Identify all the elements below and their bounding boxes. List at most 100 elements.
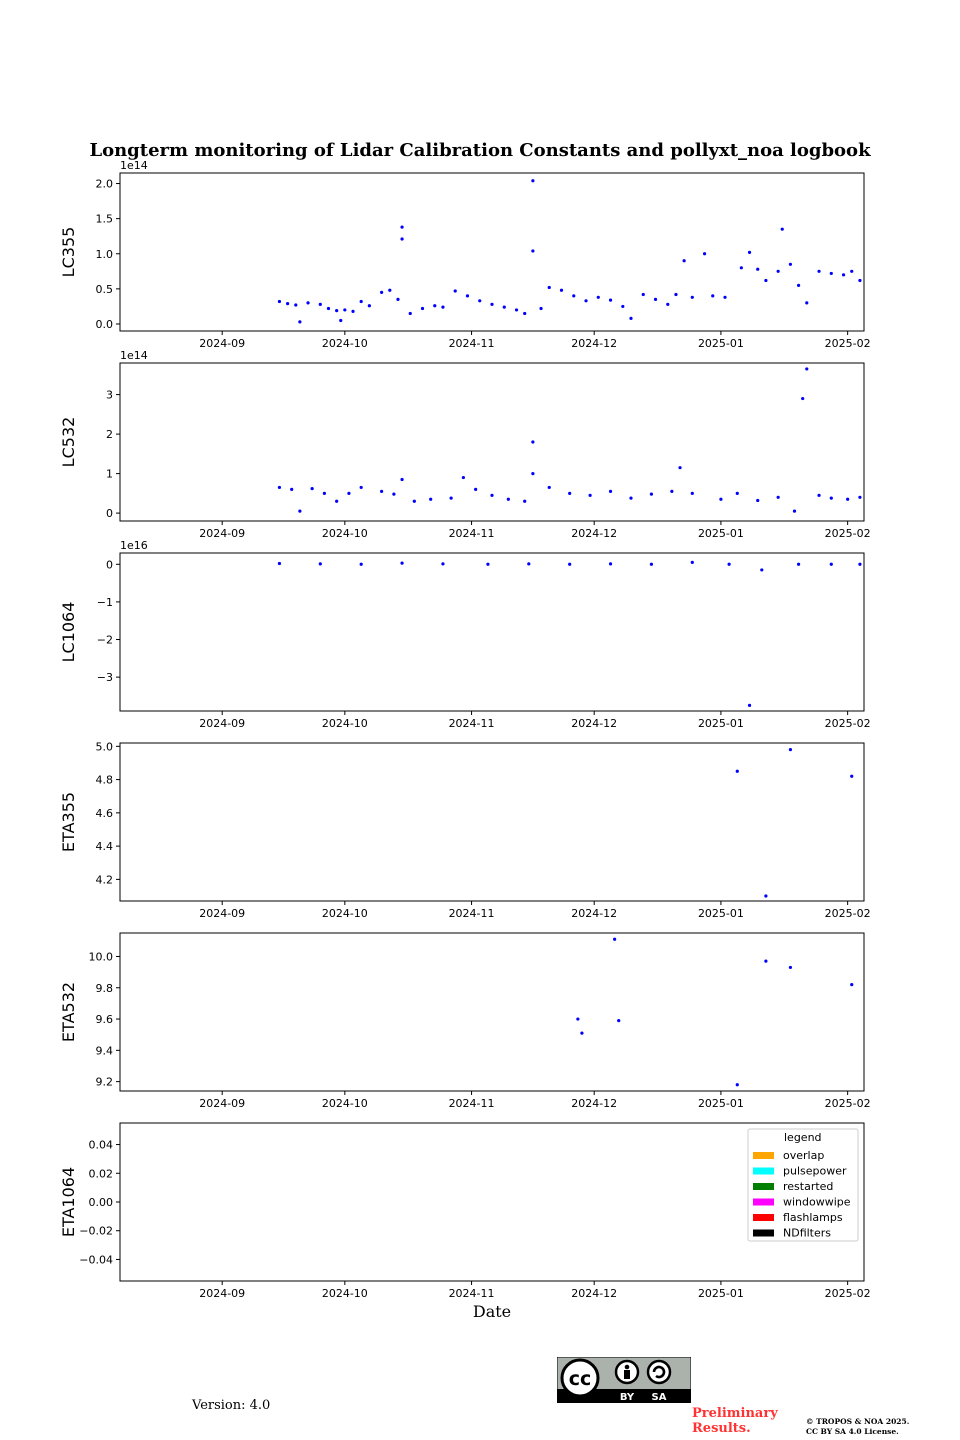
data-point [817, 269, 821, 273]
legend-label-pulsepower: pulsepower [783, 1165, 847, 1178]
x-tick-label: 2024-09 [199, 717, 245, 730]
data-point [277, 561, 282, 566]
data-point [335, 309, 339, 313]
x-tick-label: 2024-09 [199, 337, 245, 350]
y-tick-label: 3 [106, 389, 113, 402]
data-point [298, 509, 302, 513]
data-point [596, 295, 600, 299]
data-point [359, 562, 363, 566]
data-point [400, 477, 404, 482]
axis-offset-text: 1e16 [120, 539, 148, 552]
data-point [351, 309, 355, 313]
data-point [531, 249, 535, 253]
data-point [290, 487, 294, 491]
copyright-line-2: CC BY SA 4.0 License. [806, 1427, 899, 1436]
data-point [286, 302, 290, 306]
data-point [756, 498, 760, 503]
data-point [408, 311, 412, 316]
data-point [801, 396, 805, 401]
data-point [396, 297, 400, 301]
data-point [776, 495, 780, 499]
x-tick-label: 2024-09 [199, 527, 245, 540]
data-point [829, 271, 833, 276]
data-point [576, 1017, 580, 1021]
legend-label-flashlamps: flashlamps [783, 1211, 843, 1224]
axes-frame-3 [119, 742, 865, 902]
x-tick-label: 2024-11 [449, 1097, 495, 1110]
data-point [841, 273, 846, 277]
cc-symbol: cc [569, 1368, 592, 1390]
data-point [502, 305, 506, 309]
data-point [788, 965, 793, 970]
data-point [367, 304, 371, 308]
data-point [306, 301, 310, 305]
axes-frame-0 [119, 172, 865, 332]
y-tick-label: 4.2 [96, 873, 114, 886]
data-point [850, 983, 854, 987]
data-point [756, 267, 760, 271]
legend-swatch-pulsepower [753, 1167, 774, 1175]
y-axis-label: LC1064 [59, 602, 78, 663]
y-tick-label: −0.04 [79, 1253, 113, 1266]
copyright-line-1: © TROPOS & NOA 2025. [806, 1417, 910, 1426]
data-point [629, 316, 633, 320]
data-point [608, 562, 613, 566]
data-point [641, 292, 645, 297]
y-tick-label: 9.2 [96, 1076, 114, 1089]
x-tick-label: 2024-12 [571, 1097, 617, 1110]
data-point [339, 318, 343, 323]
data-point [850, 269, 854, 273]
data-point [617, 1019, 621, 1023]
data-point [649, 492, 654, 496]
data-point [380, 489, 384, 493]
y-tick-label: 0 [106, 558, 113, 571]
axes-frame-2 [119, 552, 865, 712]
data-point [858, 495, 862, 499]
legend-label-NDfilters: NDfilters [783, 1227, 831, 1240]
x-tick-label: 2024-11 [449, 907, 495, 920]
axis-offset-text: 1e14 [120, 349, 148, 362]
data-point [858, 278, 862, 283]
x-tick-label: 2024-09 [199, 1097, 245, 1110]
y-tick-label: −1 [97, 596, 113, 609]
y-tick-label: 0.02 [89, 1167, 114, 1180]
x-tick-label: 2025-02 [825, 337, 871, 350]
cc-license-badge: cc BY SA [557, 1357, 691, 1403]
data-point [846, 497, 850, 501]
data-point [388, 288, 392, 292]
x-tick-label: 2025-02 [825, 907, 871, 920]
y-axis-label: ETA355 [59, 792, 78, 852]
data-point [441, 562, 445, 566]
data-point [670, 489, 674, 493]
y-tick-label: 1.5 [96, 213, 114, 226]
y-axis-label: ETA1064 [59, 1167, 78, 1237]
y-axis-label: LC532 [59, 417, 78, 468]
sa-label: SA [652, 1392, 667, 1403]
data-point [359, 299, 363, 304]
x-tick-label: 2025-01 [698, 717, 744, 730]
data-point [796, 283, 801, 287]
x-tick-label: 2024-12 [571, 337, 617, 350]
data-point [829, 562, 833, 566]
data-point [531, 472, 535, 476]
x-tick-label: 2024-10 [322, 527, 368, 540]
legend-swatch-windowwipe [753, 1198, 774, 1206]
legend-swatch-NDfilters [753, 1229, 774, 1237]
data-point [588, 493, 592, 497]
data-point [523, 499, 527, 503]
data-point [817, 493, 821, 497]
legend-label-windowwipe: windowwipe [783, 1196, 851, 1209]
preliminary-line-1: Preliminary [692, 1406, 778, 1421]
data-point [572, 294, 576, 298]
data-point [568, 491, 572, 495]
data-point [678, 466, 682, 470]
x-tick-label: 2025-01 [698, 337, 744, 350]
data-point [735, 769, 739, 773]
preliminary-line-2: Results. [692, 1421, 751, 1436]
data-point [747, 703, 752, 707]
data-point [858, 562, 862, 566]
data-point [764, 278, 768, 283]
data-point [796, 562, 801, 566]
data-point [690, 295, 694, 299]
data-point [788, 748, 793, 752]
